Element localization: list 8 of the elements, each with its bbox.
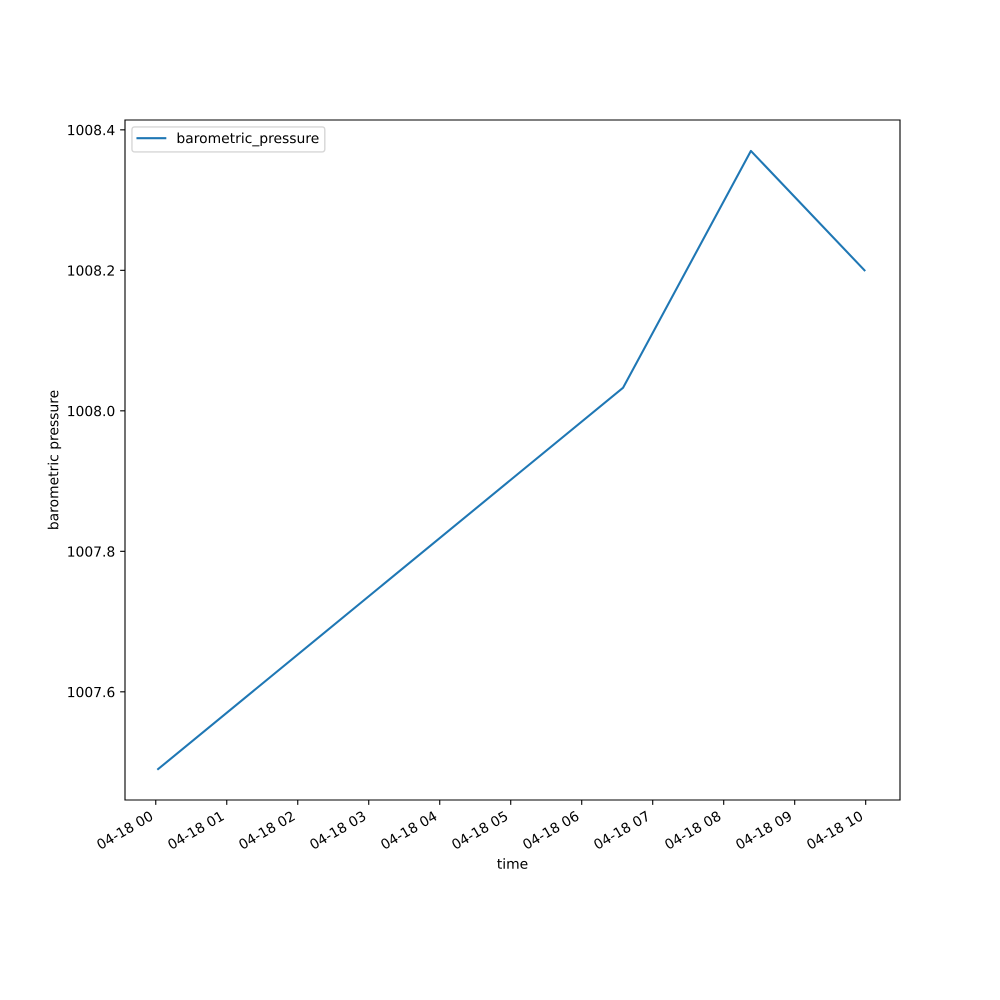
- legend-label: barometric_pressure: [178, 132, 319, 146]
- y-tick-label: 1008.0: [68, 406, 114, 416]
- y-tick-label: 1007.8: [68, 546, 114, 557]
- y-tick-label: 1007.6: [68, 686, 114, 698]
- y-tick-label: 1008.2: [68, 265, 114, 276]
- x-axis-title: time: [497, 858, 528, 869]
- y-axis-title: barometric pressure: [48, 390, 62, 529]
- y-tick-label: 1008.4: [68, 124, 114, 136]
